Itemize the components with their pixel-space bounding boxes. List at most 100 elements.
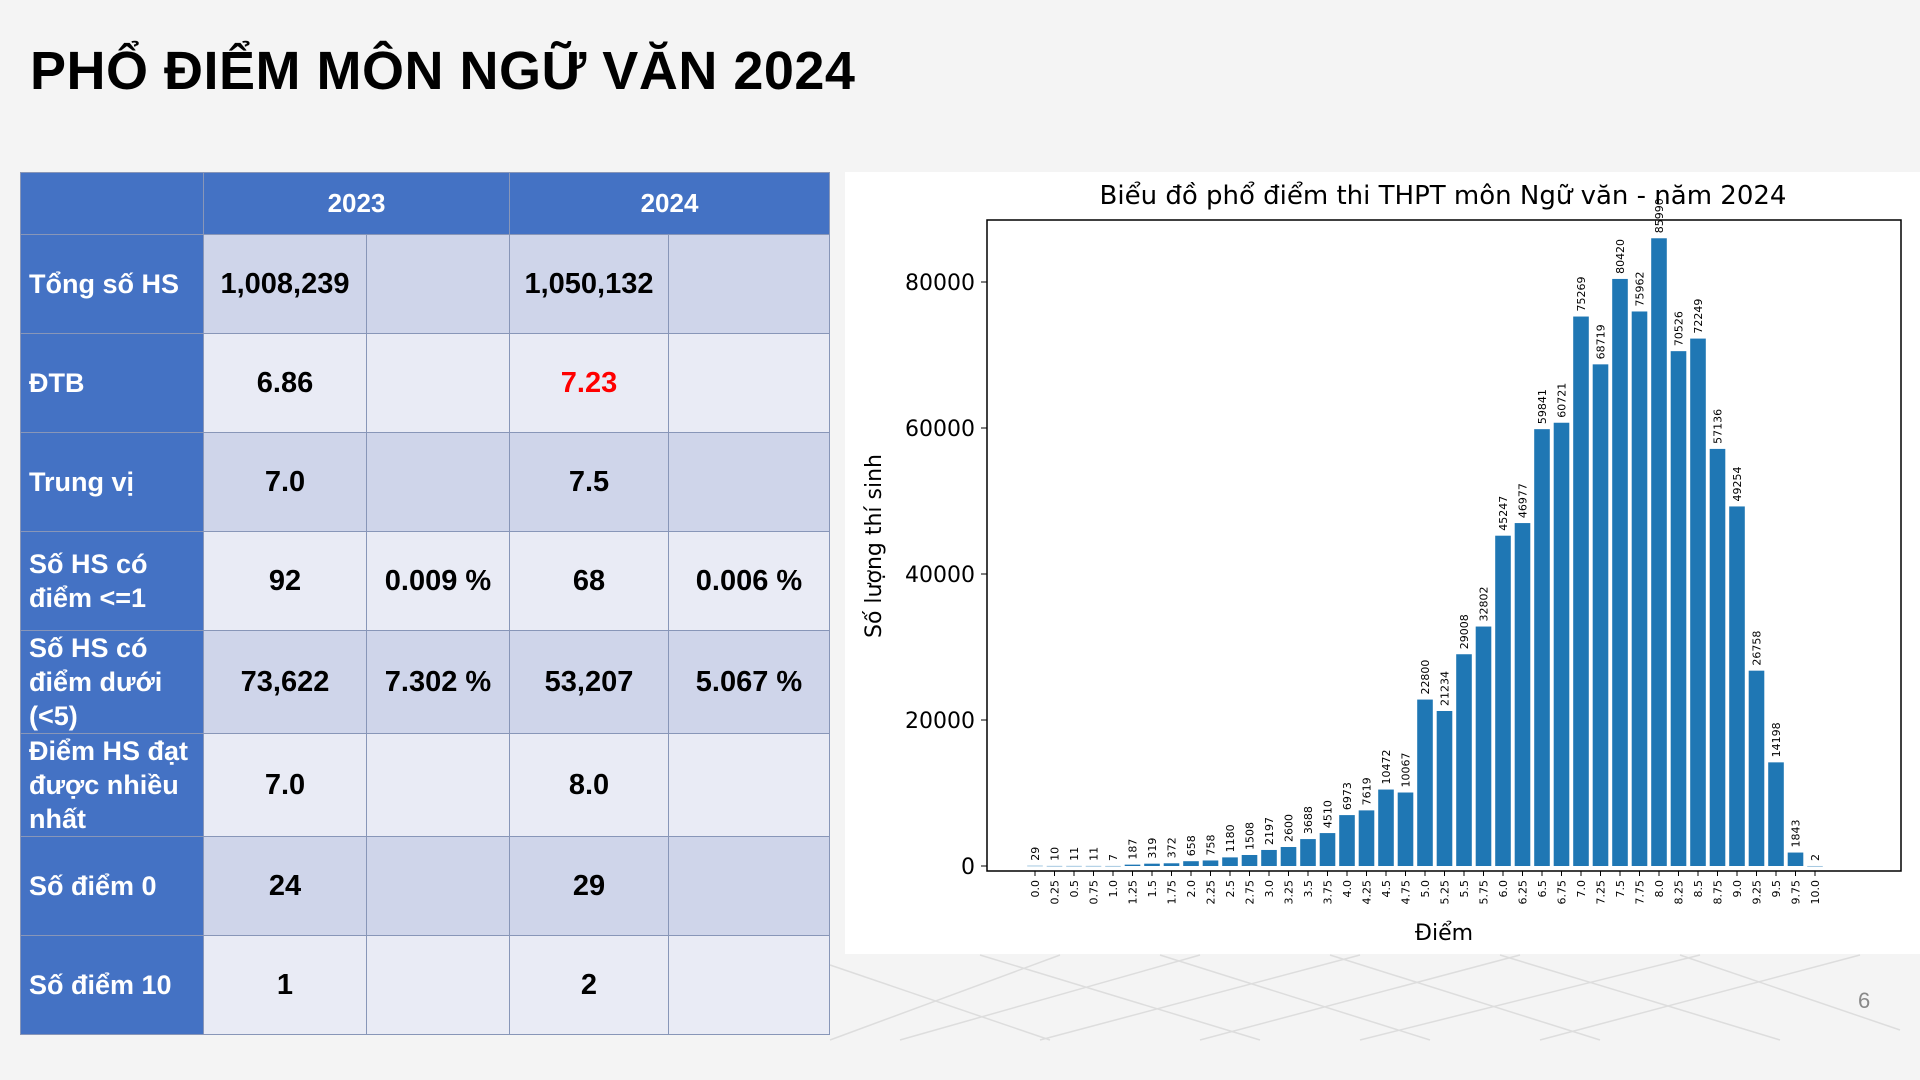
- value-2024: 53,207: [509, 630, 669, 734]
- value-2024: 7.5: [509, 432, 669, 532]
- bar-value-label: 75269: [1575, 277, 1588, 312]
- value-2024: 1,050,132: [509, 234, 669, 334]
- row-label: ĐTB: [20, 333, 204, 433]
- bar-value-label: 1180: [1224, 824, 1237, 852]
- bar: [1456, 654, 1472, 866]
- y-tick-label: 40000: [905, 563, 975, 588]
- value-2024: 8.0: [509, 733, 669, 837]
- x-tick-label: 1.25: [1127, 880, 1140, 905]
- bar-value-label: 7: [1107, 854, 1120, 861]
- bar-value-label: 11: [1088, 847, 1101, 861]
- bar: [1144, 863, 1160, 866]
- x-tick-label: 1.5: [1146, 880, 1159, 898]
- bar-value-label: 10: [1049, 847, 1062, 861]
- table-row: Số điểm 0 24 29: [20, 836, 830, 936]
- score-distribution-chart: Biểu đồ phổ điểm thi THPT môn Ngữ văn - …: [862, 180, 1902, 946]
- row-label: Số điểm 10: [20, 935, 204, 1035]
- x-tick-label: 6.5: [1536, 880, 1549, 898]
- x-tick-label: 8.0: [1653, 880, 1666, 898]
- bar: [1300, 839, 1316, 866]
- bar: [1358, 810, 1375, 866]
- bar-value-label: 46977: [1517, 483, 1530, 518]
- bar: [1553, 422, 1570, 866]
- bar-value-label: 7619: [1361, 777, 1374, 805]
- x-tick-label: 9.75: [1790, 880, 1803, 905]
- x-tick-label: 8.5: [1692, 880, 1705, 898]
- row-label: Số HS có điểm <=1: [20, 531, 204, 631]
- x-tick-label: 5.25: [1439, 880, 1452, 905]
- value-2024-highlight: 7.23: [509, 333, 669, 433]
- value-2023: 24: [203, 836, 367, 936]
- bar-value-label: 187: [1127, 839, 1140, 860]
- bar-value-label: 72249: [1692, 299, 1705, 334]
- x-tick-label: 6.75: [1556, 880, 1569, 905]
- x-tick-label: 0.25: [1049, 880, 1062, 905]
- bar: [1787, 852, 1804, 866]
- x-tick-label: 9.5: [1770, 880, 1783, 898]
- bar: [1768, 762, 1784, 866]
- bar: [1202, 860, 1219, 866]
- bar-value-label: 14198: [1770, 722, 1783, 757]
- bar: [1748, 670, 1765, 866]
- x-tick-label: 4.0: [1341, 880, 1354, 898]
- x-tick-label: 8.25: [1673, 880, 1686, 905]
- x-tick-label: 10.0: [1809, 880, 1822, 905]
- x-tick-label: 9.0: [1731, 880, 1744, 898]
- x-tick-label: 5.5: [1458, 880, 1471, 898]
- percent-2023: [366, 733, 510, 837]
- x-tick-label: 1.75: [1166, 880, 1179, 905]
- bar-value-label: 10067: [1400, 753, 1413, 788]
- bar: [1261, 849, 1277, 866]
- value-2024: 29: [509, 836, 669, 936]
- header-2023: 2023: [203, 172, 510, 235]
- bar-value-label: 32802: [1478, 587, 1491, 622]
- bar: [1592, 364, 1609, 866]
- bar-value-label: 372: [1166, 837, 1179, 858]
- table-row: Số điểm 10 1 2: [20, 935, 830, 1035]
- x-tick-label: 9.25: [1751, 880, 1764, 905]
- x-tick-label: 3.75: [1322, 880, 1335, 905]
- bar-value-label: 75962: [1634, 271, 1647, 306]
- value-2024: 2: [509, 935, 669, 1035]
- bar-value-label: 29008: [1458, 614, 1471, 649]
- x-tick-label: 5.75: [1478, 880, 1491, 905]
- bar-value-label: 80420: [1614, 239, 1627, 274]
- percent-2024: [668, 733, 830, 837]
- bar-value-label: 29: [1029, 847, 1042, 861]
- bar-value-label: 26758: [1751, 631, 1764, 666]
- bar: [1690, 338, 1706, 867]
- x-tick-label: 2.75: [1244, 880, 1257, 905]
- percent-2023: [366, 333, 510, 433]
- bar: [1612, 278, 1628, 867]
- x-tick-label: 7.75: [1634, 880, 1647, 905]
- bar: [1183, 861, 1199, 866]
- x-tick-label: 4.5: [1380, 880, 1393, 898]
- percent-2023: 0.009 %: [366, 531, 510, 631]
- table-row: ĐTB 6.86 7.23: [20, 333, 830, 433]
- bar-value-label: 59841: [1536, 389, 1549, 424]
- x-tick-label: 2.0: [1185, 880, 1198, 898]
- percent-2024: [668, 836, 830, 936]
- x-axis-ticks: 0.0 0.25 0.5 0.75 1.0 1.25 1.5 1.75 2.0 2.25 2.5 2.…: [1029, 871, 1822, 905]
- bar-value-label: 57136: [1712, 409, 1725, 444]
- bar: [1534, 429, 1550, 866]
- table-row: Số HS có điểm dưới (<5) 73,622 7.302 % 5…: [20, 630, 830, 734]
- y-tick-label: 60000: [905, 417, 975, 442]
- bar-value-label: 60721: [1556, 383, 1569, 418]
- bar: [1475, 626, 1492, 866]
- x-tick-label: 5.0: [1419, 880, 1432, 898]
- percent-2024: [668, 935, 830, 1035]
- bar: [1378, 789, 1394, 866]
- percent-2023: 7.302 %: [366, 630, 510, 734]
- y-axis-ticks: 0 20000 40000 60000 80000: [905, 271, 987, 880]
- bar-value-label: 2600: [1283, 814, 1296, 842]
- y-tick-label: 80000: [905, 271, 975, 296]
- header-empty-cell: [20, 172, 204, 235]
- table-row: Điểm HS đạt được nhiều nhất 7.0 8.0: [20, 733, 830, 837]
- header-2024: 2024: [509, 172, 830, 235]
- table-header-row: 2023 2024: [20, 172, 830, 235]
- percent-2023: [366, 234, 510, 334]
- value-2023: 7.0: [203, 432, 367, 532]
- bars-group: 29 10 11 11 7 187 319 372 658 758 1180 1508 2197 2600…: [1027, 198, 1823, 867]
- percent-2024: 5.067 %: [668, 630, 830, 734]
